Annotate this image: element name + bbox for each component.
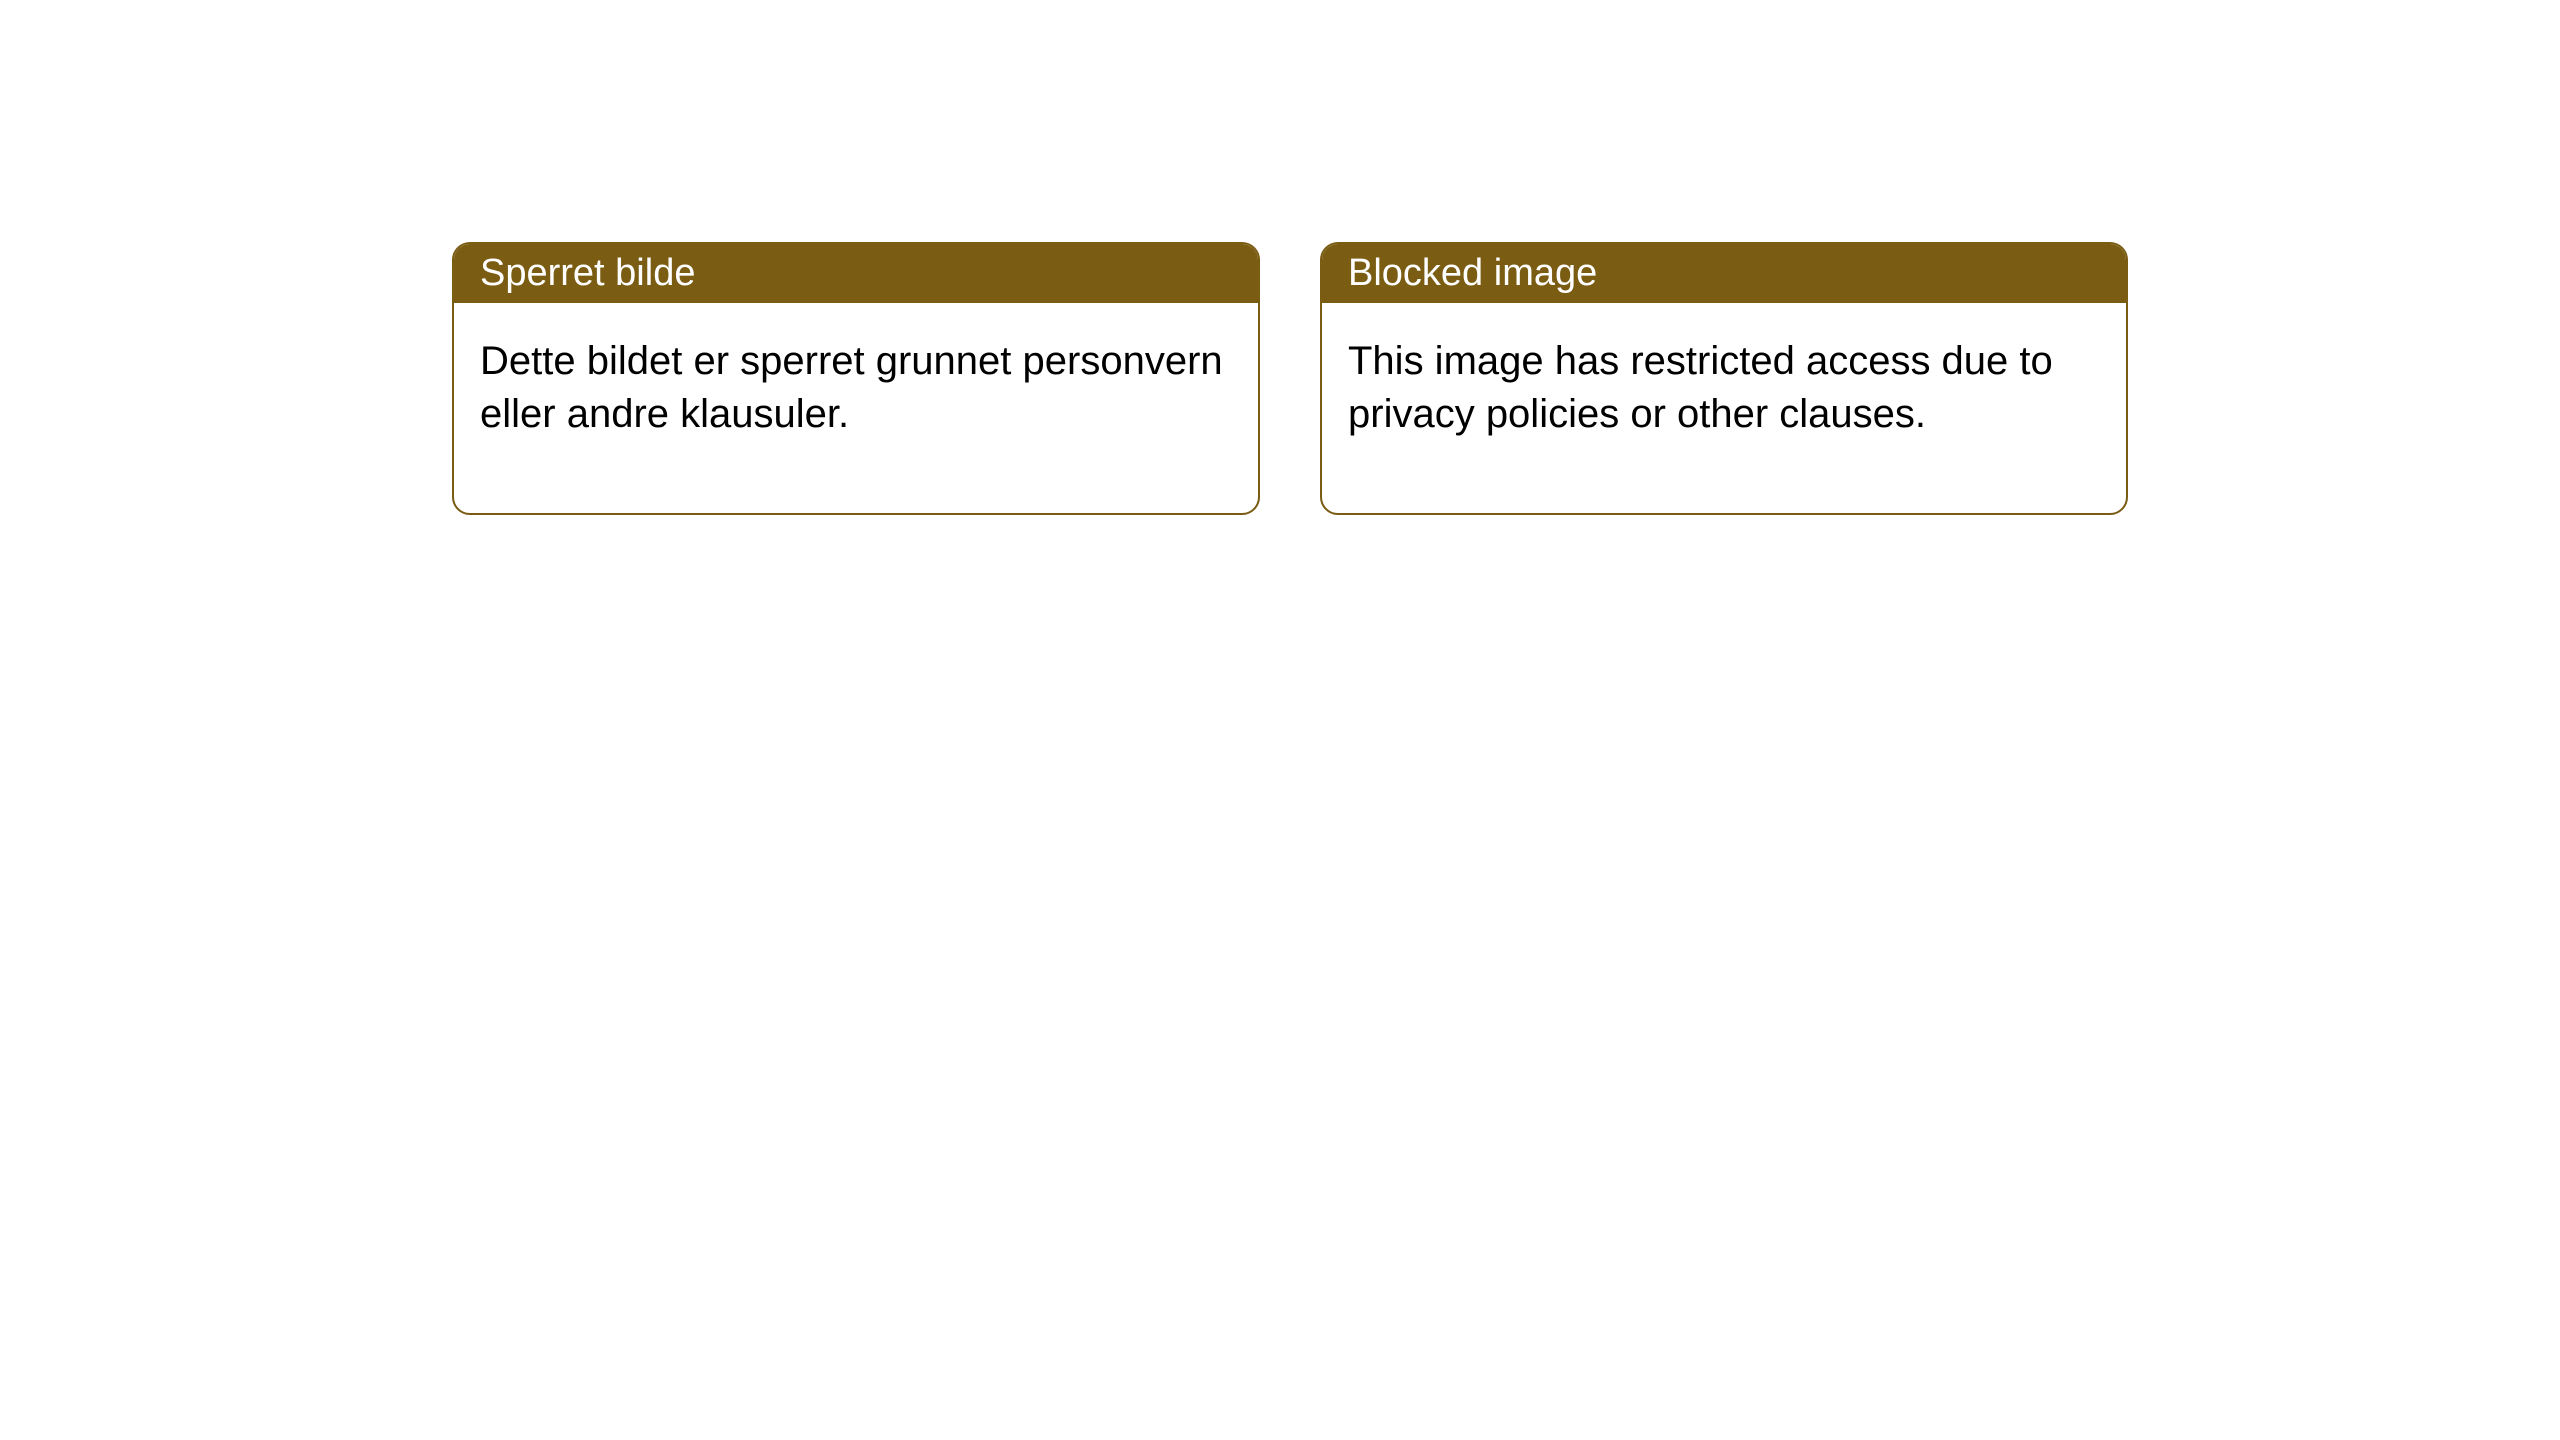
notice-message-norwegian: Dette bildet er sperret grunnet personve… bbox=[454, 303, 1258, 513]
notice-title-english: Blocked image bbox=[1322, 244, 2126, 303]
notice-message-english: This image has restricted access due to … bbox=[1322, 303, 2126, 513]
notice-box-english: Blocked image This image has restricted … bbox=[1320, 242, 2128, 515]
notices-container: Sperret bilde Dette bildet er sperret gr… bbox=[0, 0, 2560, 515]
notice-box-norwegian: Sperret bilde Dette bildet er sperret gr… bbox=[452, 242, 1260, 515]
notice-title-norwegian: Sperret bilde bbox=[454, 244, 1258, 303]
